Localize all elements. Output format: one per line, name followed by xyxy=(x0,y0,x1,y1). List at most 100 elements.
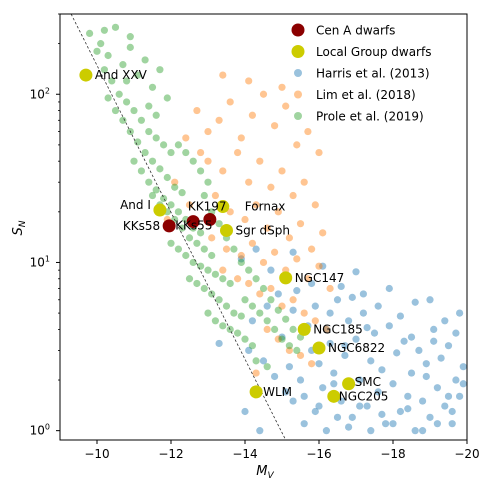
prole-2019-point xyxy=(174,141,182,149)
prole-2019-point xyxy=(115,90,123,98)
harris-2013-point xyxy=(285,363,293,371)
prole-2019-point xyxy=(119,116,127,124)
harris-2013-point xyxy=(363,323,371,332)
harris-2013-point xyxy=(263,302,271,310)
harris-2013-point xyxy=(400,337,408,345)
harris-2013-point xyxy=(248,317,256,325)
x-axis-ticks: −10 −12 −14 −16 −18 −20 xyxy=(84,440,480,461)
lim-2018-point xyxy=(267,183,275,191)
harris-2013-point xyxy=(448,407,456,416)
harris-2013-point xyxy=(385,322,393,330)
lim-2018-point xyxy=(285,346,293,355)
harris-2013-point xyxy=(459,380,467,388)
harris-2013-point xyxy=(330,369,338,377)
harris-2013-point xyxy=(271,372,279,381)
prole-2019-point xyxy=(185,234,194,242)
legend-marker xyxy=(294,90,302,99)
prole-2019-point xyxy=(193,279,201,288)
harris-2013-point xyxy=(378,410,386,418)
harris-2013-point xyxy=(389,420,397,428)
lim-2018-point xyxy=(219,71,227,79)
prole-2019-point xyxy=(152,134,160,142)
prole-2019-point xyxy=(189,157,197,165)
reference-dashed-line xyxy=(70,14,287,440)
lim-2018-point xyxy=(219,266,227,274)
lim-2018-point xyxy=(304,275,312,283)
local-group-dwarf-point xyxy=(216,200,230,214)
prole-2019-point xyxy=(108,77,116,85)
prole-2019-point xyxy=(241,296,249,304)
harris-2013-point xyxy=(367,357,375,365)
prole-2019-point xyxy=(282,315,290,323)
harris-2013-point xyxy=(426,413,434,421)
galaxy-labels: KKs58 KKs55 KK197 And XXV And I Fornax Sgr dSp… xyxy=(95,68,388,403)
prole-2019-point xyxy=(248,342,256,350)
prole-2019-point xyxy=(156,165,164,173)
x-axis-title: MV xyxy=(256,464,274,481)
harris-2013-point xyxy=(256,427,264,435)
prole-2019-point xyxy=(271,325,279,333)
prole-2019-point xyxy=(204,266,212,274)
harris-2013-point xyxy=(407,333,416,341)
lim-2018-point xyxy=(319,229,327,237)
prole-2019-point xyxy=(123,77,131,85)
harris-2013-point xyxy=(419,427,427,435)
harris-2013-point xyxy=(382,420,390,428)
lim-2018-point xyxy=(300,178,308,186)
harris-2013-point xyxy=(319,384,327,392)
harris-2013-point xyxy=(341,351,349,360)
lim-2018-point xyxy=(215,116,223,124)
harris-2013-point xyxy=(411,298,419,306)
lim-2018-point xyxy=(308,360,316,368)
harris-2013-point xyxy=(374,302,382,310)
galaxy-label: And I xyxy=(120,198,151,212)
prole-2019-point xyxy=(237,258,245,267)
lim-2018-point xyxy=(248,111,256,119)
lim-2018-point xyxy=(245,279,253,288)
harris-2013-point xyxy=(237,255,245,263)
prole-2019-point xyxy=(111,23,120,31)
lim-2018-point xyxy=(311,317,319,325)
lim-2018-point xyxy=(293,141,301,149)
prole-2019-point xyxy=(219,322,227,330)
x-tick-label: −12 xyxy=(158,447,183,461)
harris-2013-point xyxy=(374,388,382,396)
lim-2018-point xyxy=(271,122,279,130)
y-axis-title: SN xyxy=(11,220,28,235)
cen-a-dwarf-point xyxy=(186,215,200,229)
harris-2013-point xyxy=(422,372,430,381)
x-tick-label: −10 xyxy=(84,447,109,461)
harris-2013-point xyxy=(456,392,464,400)
harris-2013-point xyxy=(319,262,327,270)
prole-2019-point xyxy=(167,239,175,247)
x-tick-label: −14 xyxy=(232,447,257,461)
prole-2019-point xyxy=(259,284,268,293)
prole-2019-point xyxy=(182,148,190,157)
local-group-dwarf-point xyxy=(342,377,356,391)
galaxy-label: KKs58 xyxy=(123,219,160,233)
prole-2019-point xyxy=(248,302,256,310)
harris-2013-point xyxy=(348,293,356,301)
y-axis-ticks: 100 101 102 xyxy=(30,13,60,438)
galaxy-label: WLM xyxy=(263,385,292,399)
lim-2018-point xyxy=(308,245,316,253)
prole-2019-point xyxy=(208,290,216,298)
prole-2019-point xyxy=(152,111,160,119)
harris-2013-point xyxy=(282,388,290,396)
harris-2013-point xyxy=(300,392,308,400)
galaxy-label: KK197 xyxy=(188,200,227,214)
prole-2019-point xyxy=(100,26,108,34)
prole-2019-point xyxy=(193,239,201,247)
harris-2013-point xyxy=(426,296,434,304)
harris-2013-point xyxy=(378,366,386,374)
lim-2018-point xyxy=(311,201,319,209)
x-tick-label: −16 xyxy=(306,447,331,461)
harris-2013-point xyxy=(259,357,268,365)
prole-2019-point xyxy=(93,47,101,55)
harris-2013-point xyxy=(359,309,367,317)
lim-2018-point xyxy=(237,134,245,142)
lim-2018-point xyxy=(267,284,275,293)
lim-2018-point xyxy=(263,224,271,232)
harris-2013-point xyxy=(456,309,464,317)
